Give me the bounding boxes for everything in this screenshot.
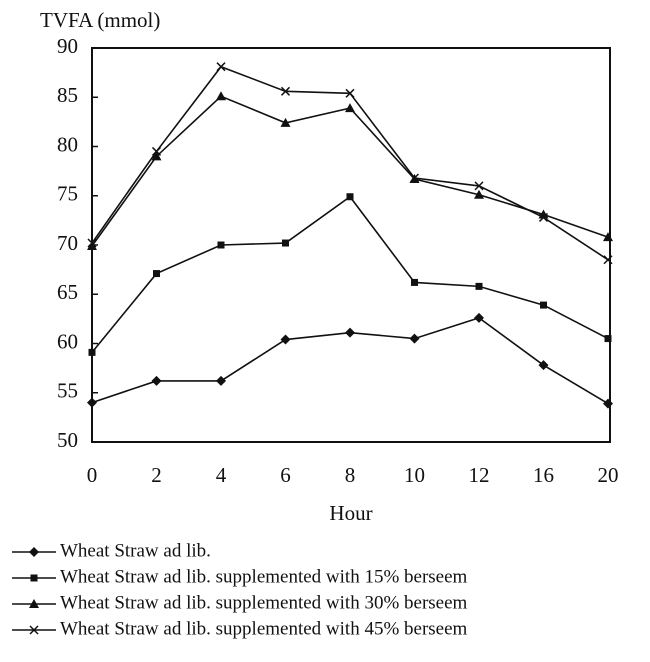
legend-label: Wheat Straw ad lib. supplemented with 15…: [60, 566, 468, 587]
marker: [604, 335, 612, 343]
marker: [345, 103, 355, 113]
y-tick-label: 55: [57, 379, 78, 403]
y-tick-label: 60: [57, 329, 78, 353]
y-tick-label: 50: [57, 428, 78, 452]
y-tick-label: 90: [57, 34, 78, 58]
marker: [282, 239, 289, 247]
series-line: [91, 65, 609, 261]
y-tick-label: 70: [57, 231, 78, 255]
marker: [603, 232, 613, 242]
x-tick-label: 6: [280, 463, 291, 487]
marker: [475, 282, 483, 290]
legend: Wheat Straw ad lib. Wheat Straw ad lib. s…: [12, 540, 468, 639]
marker: [280, 86, 291, 96]
legend-marker: [30, 574, 38, 582]
marker: [280, 334, 291, 345]
x-tick-label: 12: [469, 463, 490, 487]
marker: [153, 270, 160, 278]
marker: [151, 151, 162, 161]
y-tick-label: 75: [57, 182, 78, 206]
marker: [346, 193, 354, 201]
legend-marker: [29, 625, 39, 635]
marker: [411, 278, 418, 286]
x-tick-label: 4: [216, 463, 227, 487]
series-line: [91, 95, 609, 247]
marker: [474, 312, 484, 323]
marker: [151, 375, 162, 386]
legend-label: Wheat Straw ad lib. supplemented with 30…: [60, 592, 468, 613]
marker: [216, 375, 226, 386]
y-tick-label: 65: [57, 280, 78, 304]
marker: [603, 255, 613, 265]
marker: [603, 398, 613, 409]
marker: [345, 88, 355, 98]
y-axis-title: TVFA (mmol): [40, 8, 160, 32]
marker: [87, 397, 97, 408]
x-tick-label: 8: [345, 463, 356, 487]
x-tick-label: 10: [404, 463, 425, 487]
marker: [151, 146, 162, 156]
marker: [538, 360, 549, 371]
marker: [345, 327, 355, 338]
marker: [474, 189, 484, 199]
marker: [540, 301, 547, 309]
marker: [409, 333, 420, 344]
marker: [216, 91, 226, 101]
legend-label: Wheat Straw ad lib. supplemented with 45…: [60, 618, 468, 639]
marker: [216, 62, 226, 72]
x-tick-label: 16: [533, 463, 554, 487]
marker: [217, 241, 225, 249]
marker: [87, 238, 97, 248]
marker: [88, 348, 96, 356]
legend-marker: [29, 547, 39, 557]
y-tick-label: 80: [57, 132, 78, 156]
legend-label: Wheat Straw ad lib.: [60, 540, 211, 561]
x-tick-label: 2: [151, 463, 162, 487]
y-tick-label: 85: [57, 83, 78, 107]
marker: [538, 212, 549, 222]
marker: [280, 117, 291, 127]
marker: [87, 240, 97, 250]
legend-marker: [29, 599, 39, 608]
marker: [474, 181, 484, 191]
marker: [409, 173, 420, 183]
x-axis-title: Hour: [329, 501, 372, 525]
x-tick-label: 0: [87, 463, 98, 487]
x-tick-label: 20: [598, 463, 619, 487]
